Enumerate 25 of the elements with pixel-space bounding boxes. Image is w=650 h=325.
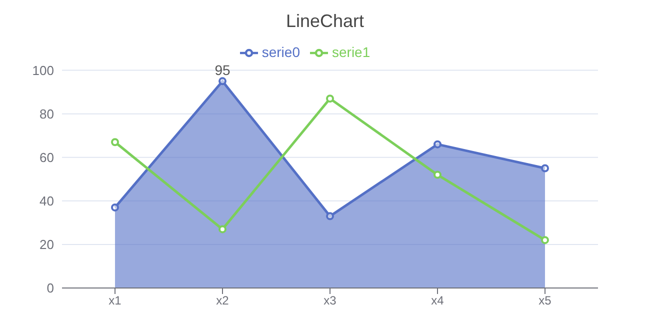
x-tick-label: x4 [431, 294, 444, 308]
x-tick-label: x1 [108, 294, 122, 308]
point [111, 203, 119, 212]
y-tick-label: 60 [40, 150, 54, 165]
y-tick-label: 100 [32, 62, 54, 78]
point [541, 164, 549, 172]
point [541, 236, 549, 244]
x-tick-label: x3 [324, 294, 337, 308]
x-tick-label: x5 [538, 294, 552, 308]
point [218, 77, 226, 86]
point [326, 94, 334, 103]
point [434, 140, 442, 148]
point [218, 225, 226, 234]
point [434, 170, 442, 179]
y-tick-label: 20 [40, 237, 54, 252]
legend-label: serie1 [332, 44, 370, 60]
legend-label: serie0 [262, 44, 300, 60]
y-tick-label: 40 [40, 194, 54, 209]
point [111, 138, 119, 146]
y-tick-label: 0 [46, 280, 54, 296]
x-tick-label: x2 [216, 294, 230, 308]
annotation: 95 [214, 62, 230, 78]
chart-title: LineChart [284, 10, 366, 33]
y-tick-label: 80 [40, 106, 54, 122]
point [326, 212, 334, 220]
